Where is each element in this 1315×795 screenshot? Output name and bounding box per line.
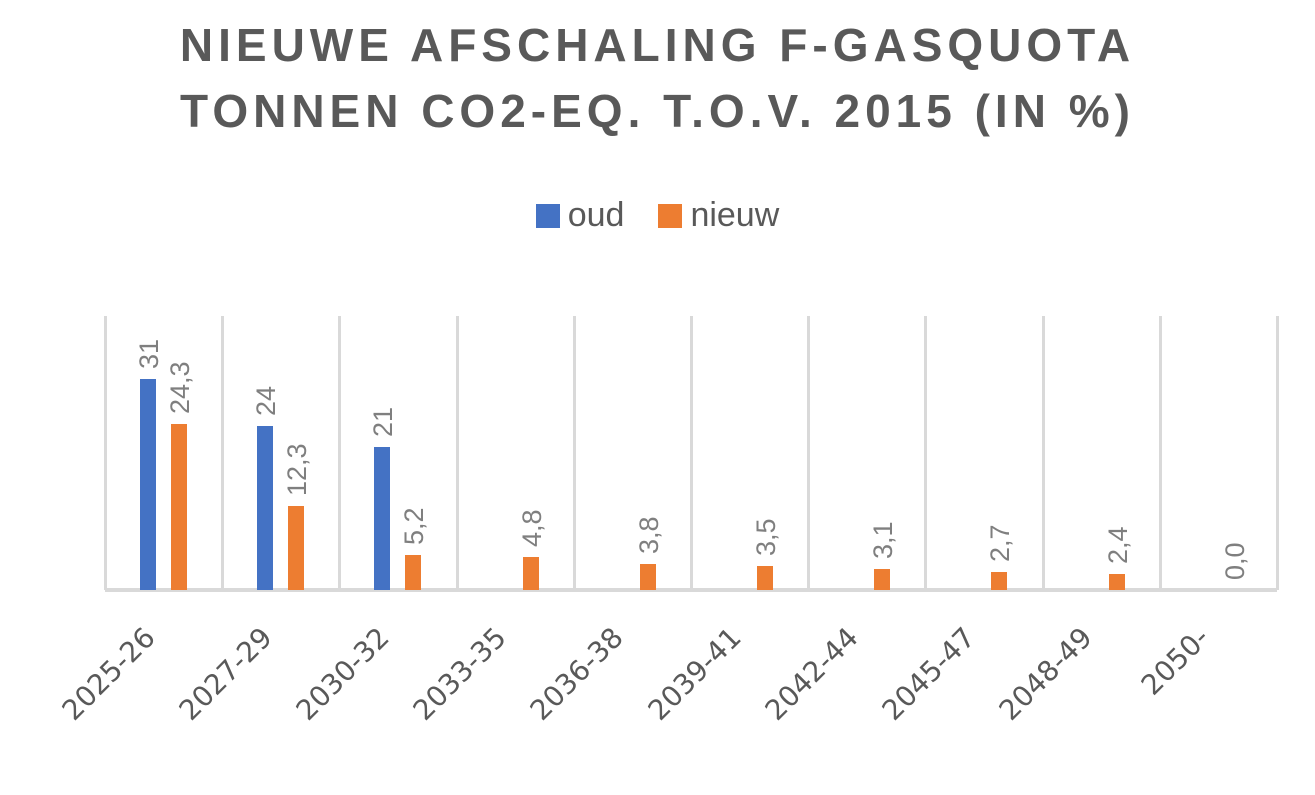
legend-label-oud: oud bbox=[567, 196, 625, 234]
x-axis-line bbox=[105, 588, 1277, 592]
gridline bbox=[807, 316, 811, 590]
gridline bbox=[1158, 316, 1162, 590]
chart-title-line-2: TONNEN CO2-EQ. T.O.V. 2015 (IN %) bbox=[180, 85, 1135, 137]
gridline bbox=[104, 316, 107, 590]
data-label: 3,8 bbox=[633, 516, 664, 555]
bar-nieuw-2027-29 bbox=[288, 506, 305, 590]
data-label: 31 bbox=[134, 338, 164, 369]
bar-nieuw-2033-35 bbox=[522, 557, 539, 590]
gridline bbox=[455, 316, 459, 590]
legend-swatch-nieuw bbox=[658, 203, 683, 228]
gridline bbox=[1276, 316, 1279, 590]
legend-item-oud: oud bbox=[535, 196, 625, 235]
gridline bbox=[924, 316, 928, 590]
bar-nieuw-2042-44 bbox=[874, 568, 891, 590]
chart-title-line-1: NIEUWE AFSCHALING F-GASQUOTA bbox=[179, 19, 1136, 71]
bar-nieuw-2030-32 bbox=[405, 554, 422, 590]
data-label: 4,8 bbox=[516, 509, 547, 548]
data-label: 12,3 bbox=[282, 443, 313, 497]
bar-nieuw-2039-41 bbox=[757, 566, 773, 590]
bar-nieuw-2025-26 bbox=[171, 424, 187, 590]
gridline bbox=[221, 316, 225, 590]
data-label: 2,4 bbox=[1102, 526, 1133, 564]
data-label: 5,2 bbox=[399, 506, 430, 545]
bar-nieuw-2036-38 bbox=[639, 564, 656, 590]
data-label: 21 bbox=[368, 406, 399, 437]
bar-nieuw-2045-47 bbox=[991, 571, 1008, 590]
legend-swatch-oud bbox=[535, 203, 560, 228]
gridline bbox=[1041, 316, 1045, 590]
data-label: 3,5 bbox=[751, 518, 781, 557]
gridline bbox=[338, 316, 342, 590]
legend-item-nieuw: nieuw bbox=[658, 196, 779, 235]
plot-area: 31 24 21 24,3 12,3 5,2 4,8 3,8 3,5 3,1 2,7 2,4 0,0 bbox=[104, 316, 1279, 592]
bar-oud-2027-29 bbox=[257, 426, 274, 590]
data-label: 2,7 bbox=[985, 524, 1016, 562]
data-label: 24,3 bbox=[165, 361, 195, 415]
data-label: 24 bbox=[251, 386, 282, 417]
bar-nieuw-2048-49 bbox=[1108, 573, 1125, 590]
legend-label-nieuw: nieuw bbox=[690, 196, 780, 234]
data-label: 3,1 bbox=[868, 521, 899, 559]
gridline bbox=[572, 316, 576, 590]
data-label: 0,0 bbox=[1219, 542, 1250, 580]
bar-oud-2030-32 bbox=[374, 446, 391, 590]
gridline bbox=[690, 316, 693, 590]
bar-oud-2025-26 bbox=[140, 378, 156, 590]
legend: oud nieuw bbox=[0, 196, 1315, 235]
